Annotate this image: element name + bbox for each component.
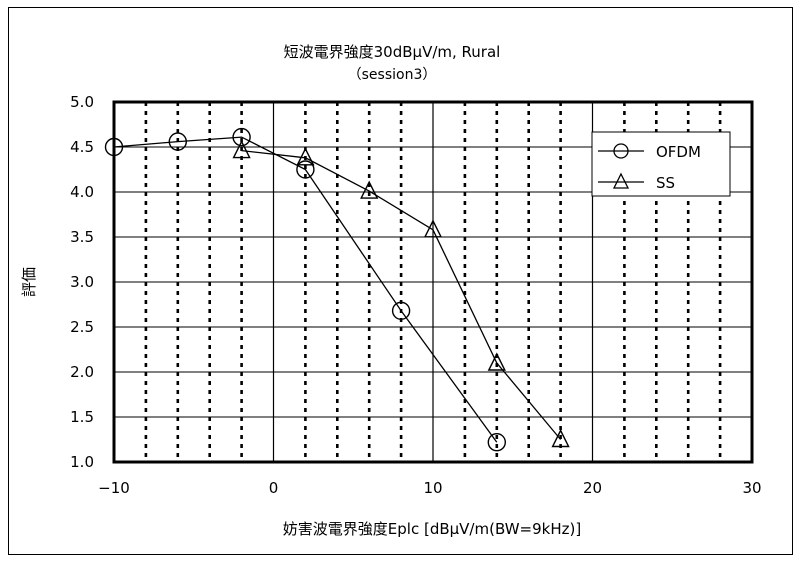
data-point-ofdm xyxy=(296,160,315,179)
data-point-ofdm xyxy=(104,137,124,157)
y-tick-label: 1.0 xyxy=(70,453,94,471)
series-line-ofdm xyxy=(113,136,498,443)
x-tick-label: 0 xyxy=(269,479,279,497)
data-point-ss xyxy=(487,352,506,371)
data-point-ss xyxy=(296,147,315,166)
legend-marker-ss xyxy=(612,172,630,189)
y-axis-label: 評価 xyxy=(20,267,38,297)
x-tick-label: −10 xyxy=(98,479,130,497)
tick-label-layer: −10 0 10 20 30 1.0 1.5 2.0 2.5 3.0 3.5 4.0 4.5 5.0 xyxy=(70,93,761,497)
chart-subtitle: （session3） xyxy=(348,67,437,83)
y-tick-label: 3.0 xyxy=(70,273,94,291)
data-point-ofdm xyxy=(487,433,506,452)
legend-marker-ofdm xyxy=(613,143,629,159)
data-point-ss xyxy=(551,428,570,448)
x-axis-label: 妨害波電界強度Eplc [dBμV/m(BW=9kHz)] xyxy=(283,520,581,538)
y-tick-label: 2.0 xyxy=(70,363,94,381)
data-point-ofdm xyxy=(232,127,251,147)
x-tick-label: 30 xyxy=(742,479,761,497)
y-tick-label: 4.5 xyxy=(70,138,94,156)
y-tick-label: 1.5 xyxy=(70,408,94,426)
series-layer xyxy=(104,127,570,452)
x-tick-label: 10 xyxy=(423,479,442,497)
data-point-ss xyxy=(423,219,443,238)
y-tick-label: 3.5 xyxy=(70,228,94,246)
data-point-ofdm xyxy=(168,132,188,151)
legend: OFDM SS xyxy=(591,131,731,197)
chart-frame xyxy=(8,7,793,555)
legend-label-ofdm: OFDM xyxy=(656,143,701,161)
x-tick-label: 20 xyxy=(583,479,602,497)
y-tick-label: 4.0 xyxy=(70,183,94,201)
series-line-ss xyxy=(241,149,562,440)
data-point-ofdm xyxy=(391,301,411,320)
data-point-ss xyxy=(232,140,251,159)
legend-label-ss: SS xyxy=(656,174,675,192)
y-tick-label: 5.0 xyxy=(70,93,94,111)
data-point-ss xyxy=(360,180,379,199)
y-tick-label: 2.5 xyxy=(70,318,94,336)
plot-border-layer xyxy=(112,100,754,464)
chart-title: 短波電界強度30dBμV/m, Rural xyxy=(284,43,501,61)
plot-area-border xyxy=(112,100,754,464)
